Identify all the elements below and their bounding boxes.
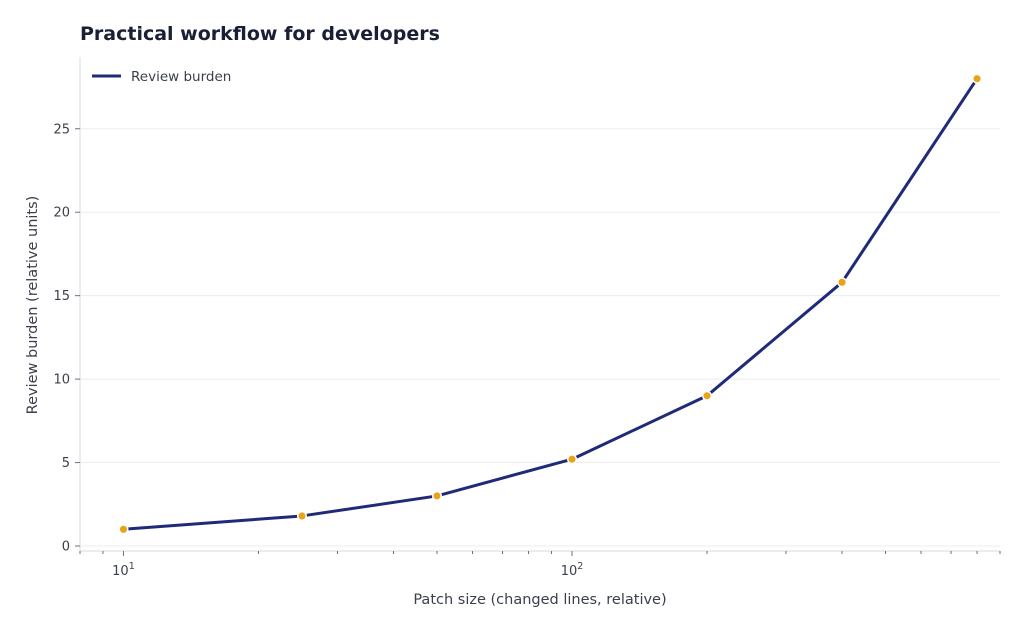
x-tick-label: 101 <box>112 561 135 579</box>
chart-title: Practical workflow for developers <box>80 23 440 45</box>
data-point <box>701 390 713 401</box>
data-point <box>118 524 129 535</box>
x-tick-label: 102 <box>561 561 584 579</box>
y-tick-label: 10 <box>53 373 70 388</box>
x-axis-ticks: 101 102 <box>79 551 1001 579</box>
y-axis-label: Review burden (relative units) <box>25 196 41 415</box>
y-tick-label: 15 <box>53 289 70 304</box>
y-tick-label: 5 <box>62 456 70 471</box>
y-tick-label: 20 <box>53 206 70 221</box>
axes-spines <box>79 57 1000 552</box>
y-tick-label: 25 <box>53 122 70 137</box>
legend: Review burden <box>92 69 231 85</box>
legend-label-review-burden: Review burden <box>131 69 231 85</box>
data-point <box>566 454 578 465</box>
gridlines <box>80 128 1000 547</box>
y-tick-label: 0 <box>62 539 70 554</box>
data-point <box>431 490 443 501</box>
data-point <box>296 510 308 522</box>
x-axis-label: Patch size (changed lines, relative) <box>413 592 666 608</box>
series-line <box>121 77 979 531</box>
series-layer <box>118 73 983 535</box>
data-point <box>836 277 848 288</box>
y-axis-ticks: 0 5 10 15 20 25 <box>53 122 80 554</box>
data-point <box>972 73 983 84</box>
